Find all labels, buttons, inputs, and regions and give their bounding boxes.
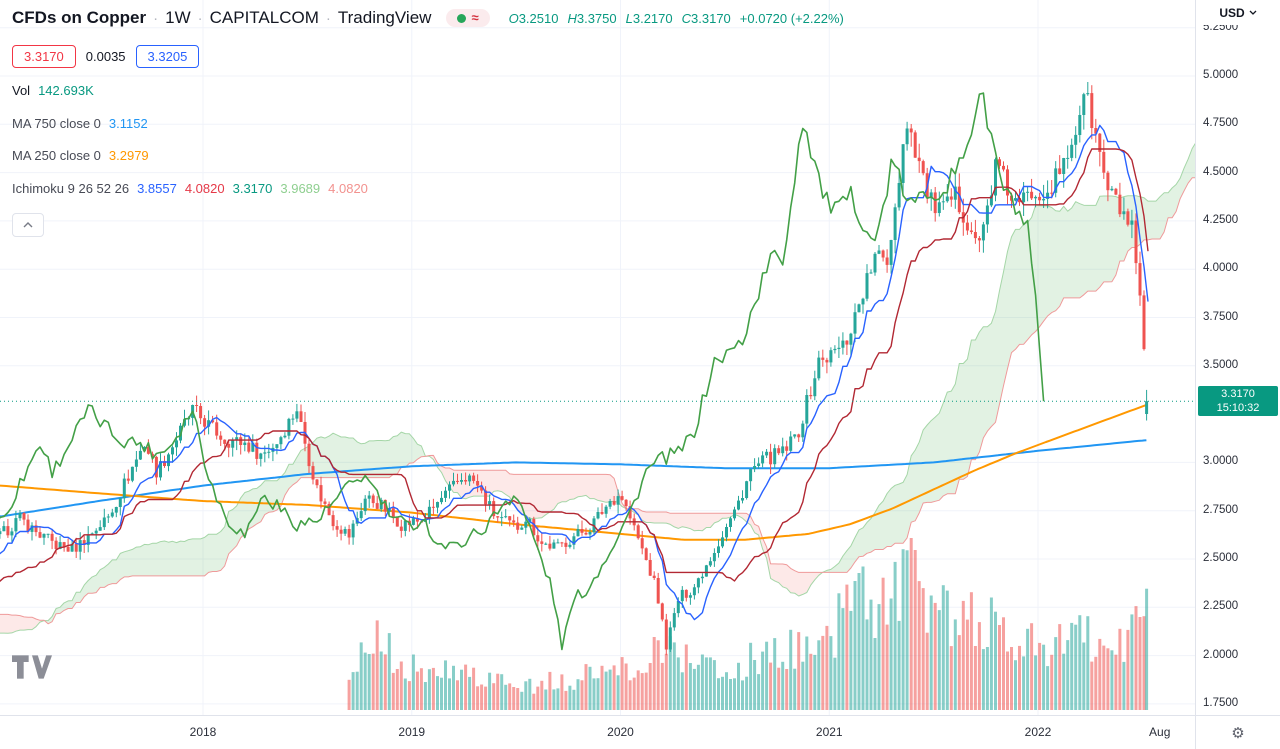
bar-countdown: 15:10:32 <box>1216 402 1260 415</box>
price-chart-canvas[interactable] <box>0 0 1195 715</box>
ichimoku-legend-row[interactable]: Ichimoku 9 26 52 26 3.8557 4.0820 3.3170… <box>12 181 368 196</box>
time-tick-label: 2022 <box>1024 725 1052 739</box>
time-tick-label: 2021 <box>815 725 843 739</box>
chevron-up-icon <box>23 222 33 228</box>
price-tick-label: 4.5000 <box>1203 165 1239 178</box>
currency-label: USD <box>1219 5 1245 20</box>
ma250-value: 3.2979 <box>108 148 149 163</box>
close-value: C3.3170 <box>681 10 731 26</box>
price-tick-label: 3.7500 <box>1203 310 1239 323</box>
market-open-dot-icon <box>457 13 467 23</box>
ma750-value: 3.1152 <box>108 116 148 131</box>
ma250-label: MA 250 close 0 <box>12 148 101 163</box>
delayed-data-icon: ≈ <box>471 10 479 25</box>
volume-label: Vol <box>12 83 31 98</box>
chevron-down-icon <box>1249 10 1257 15</box>
chart-pane[interactable]: CFDs on Copper · 1W · CAPITALCOM · Tradi… <box>0 0 1195 715</box>
separator: · <box>325 9 331 27</box>
time-tick-label: 2020 <box>607 725 634 739</box>
symbol-name[interactable]: CFDs on Copper <box>12 8 147 27</box>
gear-icon: ⚙ <box>1231 724 1245 742</box>
price-tick-label: 3.5000 <box>1203 358 1239 371</box>
price-tick-label: 4.0000 <box>1203 262 1239 275</box>
change-value: +0.0720 (+2.22%) <box>739 10 844 26</box>
ask-button[interactable]: 3.3205 <box>135 45 200 68</box>
ma750-label: MA 750 close 0 <box>12 116 101 131</box>
ichimoku-tenkan-value: 3.8557 <box>137 181 177 196</box>
price-axis[interactable]: USD 5.2500 5.0000 4.7500 4.5000 4.2500 4.0000… <box>1195 0 1280 715</box>
price-tick-label: 5.0000 <box>1203 69 1239 81</box>
collapse-legend-button[interactable] <box>12 213 44 237</box>
price-tick-label: 1.7500 <box>1203 696 1239 709</box>
interval-label[interactable]: 1W <box>165 8 191 27</box>
ichimoku-label: Ichimoku 9 26 52 26 <box>12 181 130 196</box>
last-price: 3.3170 <box>1221 388 1255 401</box>
price-tick-label: 3.0000 <box>1203 455 1239 468</box>
brand-label[interactable]: TradingView <box>337 8 432 27</box>
ohlc-values: O3.2510 H3.3750 L3.2170 C3.3170 +0.0720 … <box>509 11 844 26</box>
price-tick-label: 4.7500 <box>1203 117 1239 130</box>
tradingview-logo-icon <box>12 655 52 679</box>
spread-value: 0.0035 <box>85 49 126 64</box>
last-price-badge: 3.3170 15:10:32 <box>1198 386 1278 417</box>
volume-legend-row[interactable]: Vol 142.693K <box>12 83 94 98</box>
ichimoku-senkou-b-value: 4.0820 <box>328 181 368 196</box>
bid-ask-row: 3.3170 0.0035 3.3205 <box>12 45 200 68</box>
symbol-row[interactable]: CFDs on Copper · 1W · CAPITALCOM · Tradi… <box>12 8 844 28</box>
price-tick-label: 2.7500 <box>1203 503 1239 516</box>
time-axis[interactable]: 2018 2019 2020 2021 2022 Aug ⚙ <box>0 715 1280 749</box>
open-value: O3.2510 <box>508 10 559 26</box>
bid-button[interactable]: 3.3170 <box>12 45 76 68</box>
price-tick-label: 2.5000 <box>1203 552 1239 564</box>
ichimoku-senkou-a-value: 3.9689 <box>280 181 321 196</box>
ma250-legend-row[interactable]: MA 250 close 0 3.2979 <box>12 148 149 163</box>
price-tick-label: 4.2500 <box>1203 213 1239 226</box>
ma750-legend-row[interactable]: MA 750 close 0 3.1152 <box>12 116 148 131</box>
time-tick-label: Aug <box>1149 725 1171 739</box>
volume-value: 142.693K <box>38 83 94 98</box>
time-tick-label: 2018 <box>189 725 217 739</box>
tradingview-logo[interactable] <box>12 652 52 687</box>
ichimoku-kijun-value: 4.0820 <box>184 181 225 196</box>
separator: · <box>153 9 159 27</box>
exchange-label[interactable]: CAPITALCOM <box>209 8 319 27</box>
price-tick-label: 2.2500 <box>1203 600 1239 613</box>
ichimoku-chikou-value: 3.3170 <box>232 181 273 196</box>
high-value: H3.3750 <box>567 10 617 26</box>
currency-selector[interactable]: USD <box>1196 0 1280 25</box>
axis-settings-corner[interactable]: ⚙ <box>1195 716 1280 749</box>
separator: · <box>197 9 203 27</box>
time-tick-label: 2019 <box>398 725 426 739</box>
low-value: L3.2170 <box>625 10 673 26</box>
price-tick-label: 2.0000 <box>1203 648 1239 661</box>
market-status-pill[interactable]: ≈ <box>446 9 490 27</box>
